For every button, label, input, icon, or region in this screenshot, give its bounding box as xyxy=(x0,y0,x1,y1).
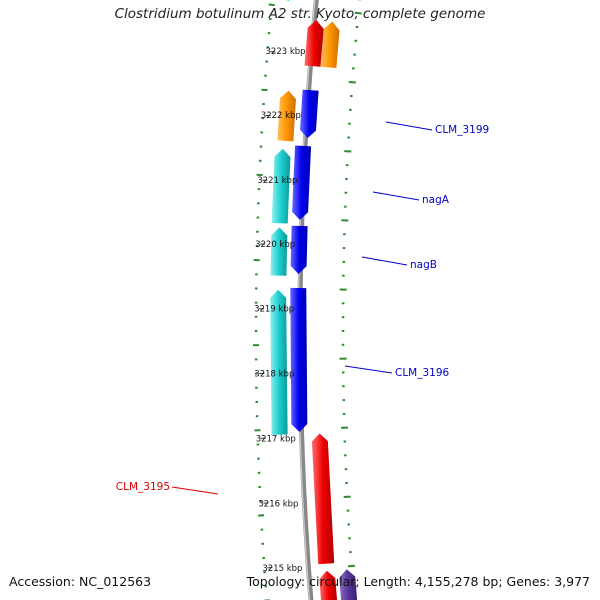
gene-leader-line xyxy=(385,121,433,131)
tick-label: 3217 kbp xyxy=(256,435,296,445)
genome-summary-text: Topology: circular; Length: 4,155,278 bp… xyxy=(246,574,590,589)
tick-label: 3221 kbp xyxy=(257,176,297,186)
gene-label: CLM_3196 xyxy=(395,367,450,379)
cds-features xyxy=(270,0,358,600)
cds-arrow xyxy=(311,433,335,565)
tick-label: 3216 kbp xyxy=(258,499,298,509)
gc-skew-dash xyxy=(347,564,355,568)
cds-arrow xyxy=(271,148,291,224)
gene-label: nagA xyxy=(422,194,450,206)
cds-arrow xyxy=(292,145,312,220)
gene-leader-line xyxy=(372,191,420,201)
cds-arrow xyxy=(287,0,290,2)
cds-arrow xyxy=(319,570,338,600)
gene-leader-line xyxy=(344,365,393,374)
gene-leader-line xyxy=(171,486,219,495)
gene-label: CLM_3199 xyxy=(435,124,489,136)
cds-arrow xyxy=(300,89,319,139)
kbp-scale: 3223 kbp 3222 kbp 3221 kbp 3220 kbp 3219 kbp… xyxy=(254,47,305,574)
gc-skew-dash xyxy=(348,81,356,84)
gene-label: nagB xyxy=(410,259,437,271)
tick-label: 3222 kbp xyxy=(261,111,301,121)
cds-arrow xyxy=(339,569,358,600)
cds-arrow xyxy=(320,21,340,69)
gc-skew-dash xyxy=(268,3,275,7)
map-title: Clostridium botulinum A2 str. Kyoto, com… xyxy=(114,6,486,22)
gene-leader-line xyxy=(361,256,408,266)
cds-arrow xyxy=(290,225,308,274)
cds-arrow xyxy=(290,287,308,433)
cds-arrow xyxy=(270,289,288,435)
tick-label: 3219 kbp xyxy=(254,305,294,315)
tick-label: 3218 kbp xyxy=(254,370,294,380)
cds-arrow xyxy=(270,227,288,276)
tick-label: 3220 kbp xyxy=(255,240,295,250)
gc-skew-ring xyxy=(253,0,362,600)
gene-labels: CLM_3199 nagA nagB CLM_3196 CLM_3195 xyxy=(116,121,489,495)
gene-label: CLM_3195 xyxy=(116,481,170,493)
cds-arrow xyxy=(304,20,324,67)
cds-arrow xyxy=(277,90,296,142)
gc-skew-dash xyxy=(354,11,362,15)
accession-text: Accession: NC_012563 xyxy=(9,574,152,589)
tick-label: 3223 kbp xyxy=(266,47,306,57)
tick-label: 3215 kbp xyxy=(262,564,302,574)
